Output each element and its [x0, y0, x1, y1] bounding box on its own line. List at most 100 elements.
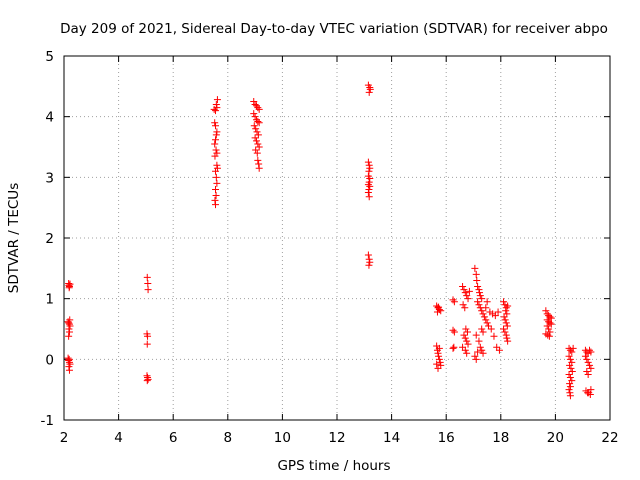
data-point: [144, 375, 152, 383]
data-point: [65, 328, 73, 336]
x-tick-label: 2: [60, 430, 69, 446]
data-point: [364, 251, 372, 259]
data-point: [213, 149, 221, 157]
data-point: [252, 102, 260, 110]
x-tick-labels: 2 4 6 8 10 12 14 16 18 20 22: [60, 430, 619, 446]
data-point: [547, 320, 555, 328]
data-point: [213, 179, 221, 187]
data-point: [501, 316, 509, 324]
data-point: [433, 360, 441, 368]
data-point: [461, 334, 469, 342]
data-point: [503, 334, 511, 342]
data-point: [459, 283, 467, 291]
data-point: [482, 316, 490, 324]
data-point: [482, 304, 490, 312]
data-point: [491, 312, 499, 320]
data-point: [365, 193, 373, 201]
x-tick-label: 4: [114, 430, 123, 446]
data-point: [449, 344, 457, 352]
data-point: [568, 367, 576, 375]
data-point: [212, 173, 220, 181]
data-point: [461, 304, 469, 312]
data-point: [250, 98, 258, 105]
data-point: [366, 164, 374, 172]
data-point: [143, 273, 151, 281]
data-point: [144, 286, 152, 294]
x-tick-label: 8: [224, 430, 233, 446]
data-point: [502, 331, 510, 339]
data-point: [465, 287, 473, 295]
data-point: [472, 270, 480, 278]
data-point: [500, 325, 508, 333]
data-point: [364, 158, 372, 166]
data-point: [65, 319, 73, 327]
x-tick-label: 22: [601, 430, 618, 446]
data-point: [476, 289, 484, 297]
y-tick-label: 0: [45, 352, 54, 368]
x-tick-label: 6: [169, 430, 178, 446]
data-point: [212, 122, 220, 130]
data-point: [212, 131, 220, 139]
data-point: [472, 331, 480, 339]
data-point: [462, 325, 470, 333]
y-tick-label: 1: [45, 292, 54, 308]
data-point: [366, 258, 374, 266]
data-point: [433, 346, 441, 354]
data-point: [65, 357, 73, 365]
data-point: [502, 307, 510, 315]
data-point: [65, 363, 73, 371]
data-point: [463, 328, 471, 336]
data-point: [435, 355, 443, 363]
data-point: [464, 295, 472, 303]
data-point: [472, 355, 480, 363]
data-point: [474, 283, 482, 291]
data-point: [500, 313, 508, 321]
data-point: [213, 164, 221, 172]
data-point: [211, 196, 219, 204]
data-point: [545, 325, 553, 333]
data-point: [254, 104, 262, 112]
data-point: [504, 337, 512, 345]
y-tick-label: 5: [45, 49, 54, 65]
data-point: [479, 310, 487, 318]
data-point: [252, 137, 260, 145]
data-point: [366, 85, 374, 93]
data-point: [253, 149, 261, 157]
data-point: [212, 101, 220, 109]
data-point: [213, 161, 221, 169]
data-point: [212, 107, 220, 115]
data-point: [566, 383, 574, 391]
x-tick-label: 20: [547, 430, 564, 446]
data-point: [450, 343, 458, 351]
data-point: [542, 307, 550, 315]
data-point: [65, 284, 73, 292]
data-point: [250, 122, 258, 130]
data-point: [547, 314, 555, 322]
data-point: [566, 374, 574, 382]
data-point: [479, 349, 487, 357]
data-point: [213, 128, 221, 136]
data-point: [474, 348, 482, 356]
data-point: [566, 392, 574, 400]
data-point: [364, 181, 372, 189]
data-point: [435, 352, 443, 360]
data-point: [252, 125, 260, 133]
data-point: [565, 371, 573, 378]
data-point: [503, 322, 511, 330]
data-point: [434, 364, 442, 372]
data-point: [584, 371, 592, 378]
data-point: [143, 377, 151, 385]
data-point: [581, 352, 589, 360]
data-point: [255, 160, 263, 168]
data-point: [587, 348, 595, 356]
chart-title: Day 209 of 2021, Sidereal Day-to-day VTE…: [60, 21, 608, 37]
data-point: [487, 325, 495, 333]
data-point: [565, 352, 573, 360]
data-point: [450, 328, 458, 336]
data-point: [66, 280, 74, 288]
data-point: [566, 389, 574, 397]
data-point: [480, 313, 488, 321]
y-axis-label: SDTVAR / TECUs: [6, 183, 22, 293]
data-point: [212, 136, 220, 144]
data-point: [478, 295, 486, 303]
